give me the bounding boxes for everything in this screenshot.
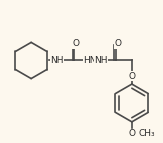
Text: NH: NH xyxy=(94,56,108,65)
Text: O: O xyxy=(128,129,135,138)
Text: HN: HN xyxy=(83,56,97,65)
Text: O: O xyxy=(73,39,80,48)
Text: CH₃: CH₃ xyxy=(138,129,155,138)
Text: O: O xyxy=(128,72,135,81)
Text: O: O xyxy=(114,39,121,48)
Text: NH: NH xyxy=(50,56,64,65)
